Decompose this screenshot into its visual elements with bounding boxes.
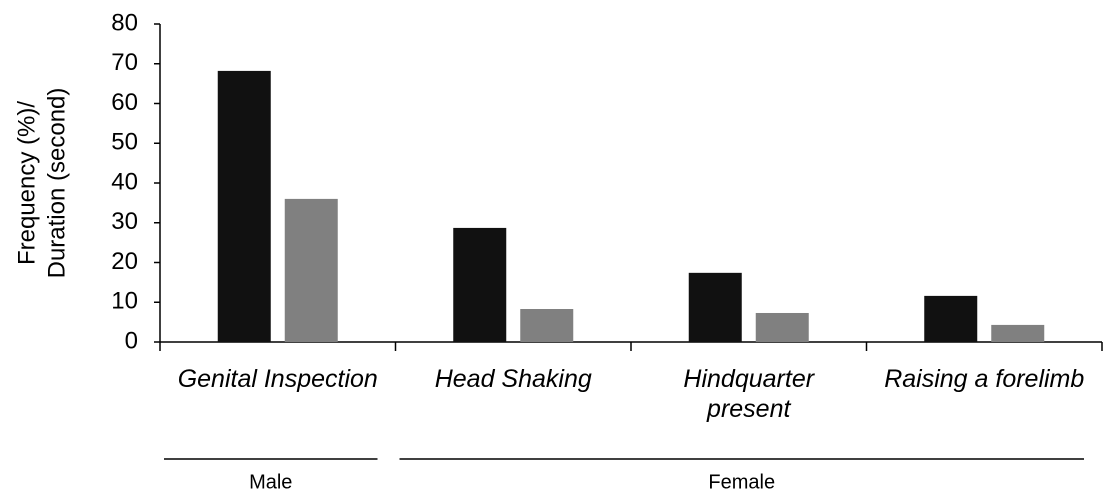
y-tick-label: 80 [111,9,138,36]
y-axis-title: Frequency (%)/ [13,101,40,265]
bar [755,312,809,342]
y-tick-label: 70 [111,49,138,76]
y-tick-label: 50 [111,129,138,156]
x-tick-label: Genital Inspection [177,365,378,393]
y-tick-label: 0 [125,327,138,354]
bar [453,227,507,342]
group-label: Female [708,471,775,492]
y-tick-label: 10 [111,288,138,315]
bar [284,198,338,342]
y-tick-label: 60 [111,89,138,116]
bar [520,309,574,342]
x-tick-label: Head Shaking [434,365,592,393]
group-label: Male [249,471,292,492]
bar [688,272,742,342]
bar [991,324,1045,342]
x-tick-label: Hindquarter present [683,365,815,423]
y-tick-label: 20 [111,248,138,275]
x-tick-label: Raising a forelimb [884,365,1085,393]
y-tick-label: 30 [111,208,138,235]
y-tick-label: 40 [111,168,138,195]
y-axis-title: Duration (second) [43,88,70,279]
bar [924,295,978,342]
bar [217,70,271,342]
